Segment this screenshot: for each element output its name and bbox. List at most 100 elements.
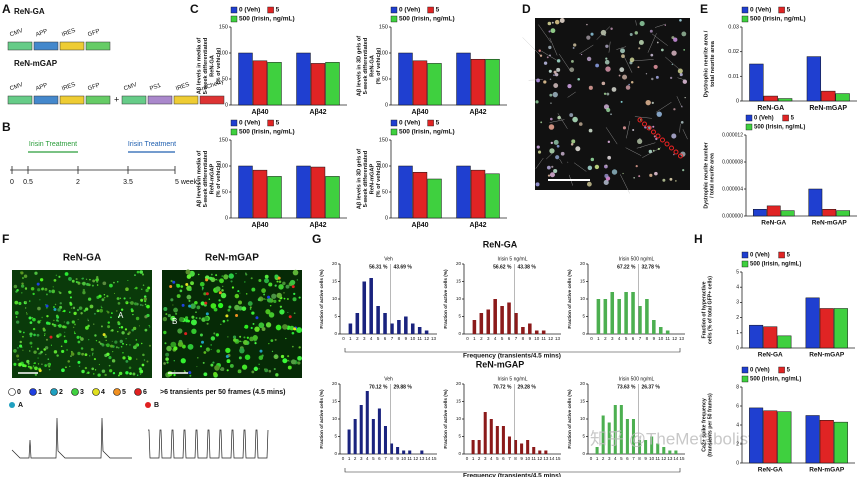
gfp-cell — [243, 336, 246, 339]
gfp-cell — [125, 338, 127, 340]
gfp-cell — [26, 359, 30, 364]
cell-speck — [556, 59, 561, 63]
gfp-cell — [226, 359, 231, 364]
gfp-cell — [140, 371, 142, 374]
bar — [808, 188, 823, 217]
cell-speck — [556, 144, 560, 148]
hist-title: Irisin 500 ng/mL — [619, 256, 655, 262]
bar — [806, 56, 822, 102]
y-axis-label: 5-week differentiated — [363, 150, 369, 207]
legend-label: 0 (Veh) — [750, 253, 770, 259]
bar — [310, 63, 326, 106]
y-axis-label: ReN-GA — [210, 55, 216, 77]
gfp-cell — [48, 368, 51, 371]
x-tick-label: 12 — [424, 336, 430, 341]
legend-swatch — [230, 128, 238, 136]
bar — [613, 405, 617, 454]
legend-swatch — [427, 119, 434, 127]
y-tick-label: 0 — [582, 451, 585, 456]
construct-box — [147, 95, 173, 105]
legend-label: 0 (Veh) — [239, 120, 260, 127]
x-tick-label: 2 — [480, 336, 483, 341]
gfp-cell — [143, 297, 147, 301]
panel-label: A — [2, 2, 11, 16]
gfp-cell — [37, 320, 41, 324]
legend-swatch — [778, 251, 785, 259]
gfp-cell — [29, 317, 31, 319]
x-tick-label: 11 — [655, 456, 660, 461]
cell-speck — [577, 77, 580, 81]
gfp-cell — [13, 349, 17, 353]
percent-label: 43.69 % — [393, 264, 412, 270]
gfp-cell — [44, 287, 48, 291]
y-tick-label: 0.000008 — [722, 159, 743, 165]
x-tick-label: 4 — [614, 456, 617, 461]
neurite — [634, 116, 652, 119]
cell-speck — [611, 87, 617, 92]
cell-speck — [603, 179, 609, 186]
legend-label: 500 (Irisin, ng/mL) — [754, 125, 805, 131]
gfp-cell — [265, 298, 267, 300]
cell-speck — [664, 24, 666, 26]
gfp-cell — [220, 367, 225, 372]
cell-speck — [553, 83, 559, 88]
gfp-cell — [285, 284, 290, 289]
gfp-cell — [107, 311, 110, 314]
y-tick-label: 50 — [382, 189, 388, 195]
bar — [819, 308, 834, 349]
y-tick-label: 10 — [456, 296, 462, 301]
bracket — [344, 468, 681, 473]
bar — [665, 330, 670, 334]
bar — [456, 165, 471, 219]
gfp-cell — [139, 303, 142, 307]
bar — [822, 209, 837, 217]
gfp-cell — [249, 308, 252, 310]
gfp-cell — [18, 301, 22, 306]
gfp-cell — [118, 371, 123, 376]
legend-dot — [8, 388, 16, 396]
gfp-cell — [14, 311, 19, 315]
gfp-cell — [241, 364, 248, 370]
gfp-cell — [77, 351, 81, 356]
bar — [412, 60, 428, 106]
x-tick-label: 11 — [531, 456, 536, 461]
gfp-cell — [85, 326, 89, 330]
bar — [805, 297, 820, 349]
bar — [836, 210, 851, 217]
cell-speck — [540, 121, 543, 124]
gfp-cell — [115, 346, 118, 349]
cell-speck — [655, 75, 659, 79]
neurite — [620, 174, 630, 194]
gfp-cell — [287, 355, 290, 358]
timeline-label: 5 weeks — [175, 179, 201, 186]
activity-dot — [181, 303, 185, 307]
legend-swatch — [267, 6, 274, 14]
gfp-cell — [53, 278, 57, 282]
bar — [348, 323, 353, 334]
gfp-cell — [70, 307, 73, 309]
gfp-cell — [88, 339, 90, 341]
gfp-cell — [54, 303, 57, 306]
gfp-cell — [85, 278, 88, 280]
gfp-cell — [283, 292, 285, 294]
gfp-cell — [139, 270, 144, 274]
cell-speck — [637, 138, 643, 144]
y-tick-label: 2 — [736, 441, 739, 447]
gfp-cell — [283, 297, 286, 300]
neurite — [608, 41, 611, 53]
gfp-cell — [45, 338, 49, 341]
legend-label: 5 — [122, 389, 126, 396]
gfp-cell — [215, 333, 219, 337]
gfp-cell — [139, 373, 142, 375]
x-tick-label: 10 — [401, 456, 407, 461]
bar — [819, 420, 834, 464]
bar — [766, 205, 781, 217]
gfp-cell — [21, 363, 26, 368]
y-tick-label: 0.03 — [728, 24, 739, 30]
row-title: ReN-GA — [483, 239, 518, 249]
gfp-cell — [135, 316, 140, 321]
gfp-cell — [106, 352, 110, 356]
gfp-cell — [128, 366, 132, 370]
x-tick-label: 7 — [632, 456, 635, 461]
gfp-cell — [112, 351, 114, 353]
